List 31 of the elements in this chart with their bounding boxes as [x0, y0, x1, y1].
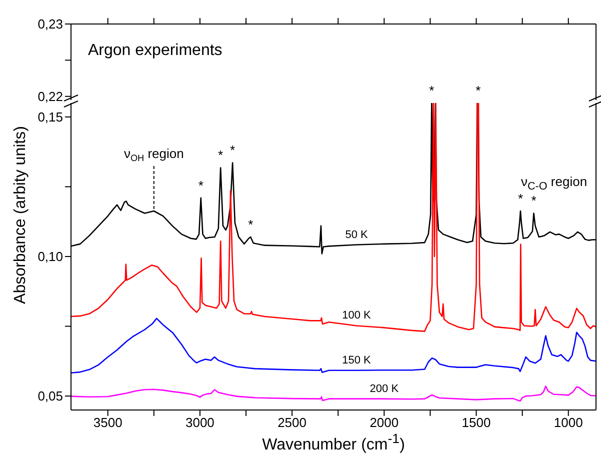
annotation: * [531, 192, 536, 208]
annotation: * [476, 82, 481, 98]
line-series [71, 318, 596, 374]
x-axis-title: Wavenumber (cm$^{-1}$) [261, 431, 406, 454]
series-label: 150 K [342, 354, 372, 366]
series-label: 50 K [345, 228, 368, 241]
annotation: ν$_{OH}$ region [124, 146, 184, 164]
x-tick-label: 2000 [370, 415, 399, 430]
x-tick-label: 1000 [554, 415, 583, 430]
annotation: * [248, 216, 254, 232]
y-tick-label: 0,05 [38, 388, 63, 404]
x-tick-label: 3000 [185, 415, 214, 430]
annotation: * [518, 190, 524, 206]
y-tick-label: 0,10 [38, 249, 63, 264]
x-tick-label: 3500 [93, 415, 122, 430]
annotation: ν$_{C-O}$ region [520, 174, 588, 193]
series-label: 100 K [342, 310, 372, 322]
annotation: * [218, 147, 224, 162]
y-axis-title: Absorbance (arbity units) [12, 125, 30, 306]
annotation: * [198, 177, 204, 192]
y-tick-label: 0,23 [38, 16, 63, 32]
annotation: * [429, 82, 434, 98]
y-tick-label: 0,15 [38, 110, 63, 125]
series-label: 200 K [370, 382, 400, 395]
annotation: Argon experiments [88, 42, 222, 60]
x-tick-label: 1500 [462, 415, 491, 430]
x-tick-label: 2500 [278, 415, 307, 430]
line-series [71, 386, 596, 402]
line-series [71, 103, 596, 332]
y-tick-label: 0,22 [38, 88, 63, 104]
annotation: * [230, 142, 236, 158]
